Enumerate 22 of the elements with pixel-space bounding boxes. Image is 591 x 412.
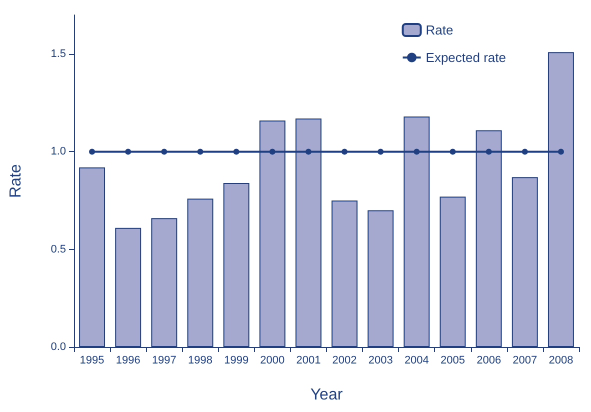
legend-label: Rate <box>426 22 454 38</box>
x-axis-title: Year <box>310 386 344 404</box>
x-tick-label: 1999 <box>224 354 249 366</box>
y-tick-label: 1.5 <box>50 48 66 60</box>
x-tick-label: 2008 <box>548 354 574 366</box>
y-axis-title: Rate <box>8 164 24 198</box>
x-tick-label: 2005 <box>440 354 465 366</box>
x-tick-label: 2004 <box>404 354 429 366</box>
legend-label: Expected rate <box>426 50 506 65</box>
x-tick-label: 1997 <box>152 354 176 366</box>
x-tick-label: 2007 <box>512 354 538 366</box>
y-tick-label: 0.0 <box>50 341 66 353</box>
y-tick-label: 1.0 <box>50 146 66 158</box>
x-tick-label: 2000 <box>260 354 285 366</box>
x-tick-label: 2001 <box>296 354 321 366</box>
x-tick-label: 2006 <box>476 354 502 366</box>
x-tick-label: 1995 <box>80 354 104 366</box>
y-tick-label: 0.5 <box>50 243 66 256</box>
x-tick-label: 1996 <box>116 354 140 366</box>
x-tick-label: 1998 <box>188 354 212 366</box>
x-tick-label: 2002 <box>332 354 357 366</box>
x-tick-label: 2003 <box>368 354 393 366</box>
